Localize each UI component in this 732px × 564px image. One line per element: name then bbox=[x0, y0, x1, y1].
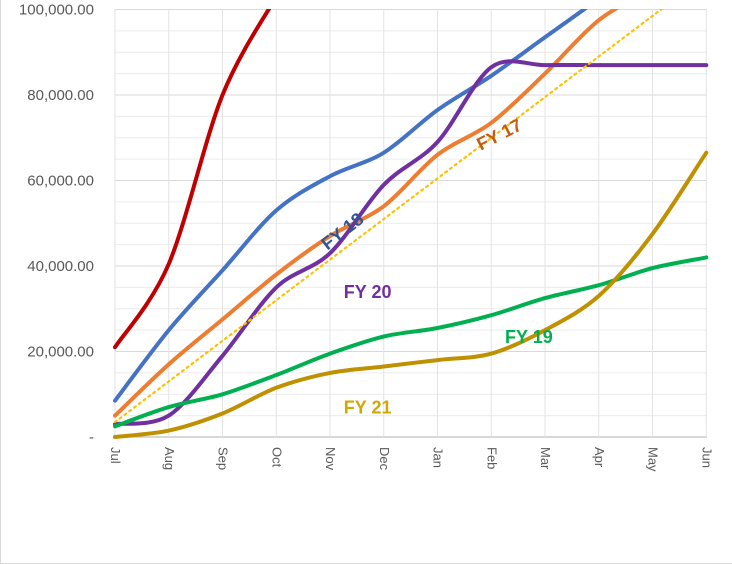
series-line bbox=[113, 9, 664, 424]
y-tick-label: 40,000.00 bbox=[27, 258, 94, 275]
series-line bbox=[113, 9, 619, 418]
y-tick-label: 80,000.00 bbox=[27, 87, 94, 104]
x-tick-label: Oct bbox=[269, 447, 284, 468]
x-tick-label: Sep bbox=[216, 447, 231, 470]
series-label: FY 17 bbox=[473, 115, 525, 154]
series-lines-clipped bbox=[113, 9, 709, 439]
y-tick-label: 60,000.00 bbox=[27, 173, 94, 190]
series-line bbox=[113, 59, 709, 427]
x-tick-label: Dec bbox=[377, 447, 392, 471]
series-line bbox=[113, 9, 588, 403]
minor-gridlines bbox=[115, 30, 707, 417]
y-tick-label: 20,000.00 bbox=[27, 344, 94, 361]
series-line bbox=[113, 9, 272, 350]
y-tick-label: - bbox=[89, 429, 94, 446]
major-gridlines bbox=[115, 9, 707, 438]
x-axis-ticks: Jul Aug Sep Oct Nov Dec Jan Feb Mar Apr May Jun bbox=[108, 447, 714, 472]
series-label: FY 20 bbox=[344, 282, 392, 302]
series-line bbox=[113, 255, 709, 429]
x-tick-label: Nov bbox=[323, 447, 338, 471]
x-tick-label: Jan bbox=[431, 447, 446, 468]
x-tick-label: Feb bbox=[484, 447, 499, 469]
series-label: FY 19 bbox=[505, 327, 553, 347]
y-axis-ticks: - 20,000.00 40,000.00 60,000.00 80,000.00 100… bbox=[19, 2, 94, 447]
series-label: FY 18 bbox=[317, 209, 367, 254]
x-tick-label: Apr bbox=[592, 447, 607, 468]
x-tick-label: Jul bbox=[108, 447, 123, 464]
y-tick-label: 100,000.00 bbox=[19, 2, 94, 19]
series-label: FY 21 bbox=[344, 397, 392, 417]
x-tick-label: Jun bbox=[699, 447, 714, 468]
x-tick-label: May bbox=[646, 447, 661, 472]
series-line bbox=[113, 150, 709, 439]
series-lines bbox=[113, 9, 709, 439]
x-tick-label: Mar bbox=[538, 447, 553, 470]
x-tick-label: Aug bbox=[162, 447, 177, 470]
